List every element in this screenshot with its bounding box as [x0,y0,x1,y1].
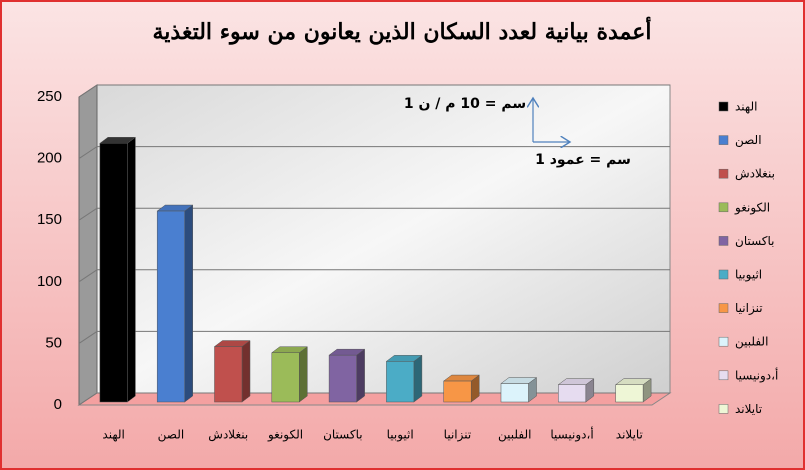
bar [500,383,529,403]
legend-swatch [718,303,729,313]
legend-swatch [718,404,729,414]
x-tick-label: الصن [158,428,185,443]
x-tick-label: بنغلادش [208,428,248,443]
bar-side [299,346,308,403]
y-tick-label: 250 [37,88,62,105]
x-tick-label: باكستان [323,428,363,442]
plot [77,84,672,406]
legend-label: اثيوبيا [735,268,762,283]
bar [156,210,185,403]
legend-label: باكستان [735,234,775,248]
grid-line [78,146,670,160]
legend-label: الفلبين [735,335,768,350]
annotation: 1 سم = 10 م / ن [404,96,526,112]
bar [99,143,128,403]
x-tick-label: الفلبين [498,428,531,443]
grid-line [78,207,670,221]
chart-title: أعمدة بيانية لعدد السكان الذين يعانون من… [153,16,652,45]
legend-swatch [718,135,729,145]
legend-swatch [718,370,729,381]
legend-label: أ،دونيسيا [735,367,778,383]
grid-line [78,269,670,283]
y-tick-label: 50 [45,334,62,351]
legend-label: بنغلادش [735,167,775,182]
bar-side [127,136,136,403]
annotation: 1 سم = عمود [535,152,631,168]
bar [558,384,587,403]
legend-swatch [718,336,729,347]
bar [386,361,415,403]
bar [271,352,300,403]
x-tick-label: الكونغو [267,428,303,443]
bar-side [241,340,251,403]
grid-line [78,330,670,344]
legend-swatch [718,236,729,246]
x-tick-label: اثيوبيا [387,428,414,443]
y-tick-label: 200 [37,150,62,167]
bar-side [356,348,365,403]
grid-line [78,84,670,98]
legend-swatch [718,101,729,112]
legend-label: الصن [735,133,762,148]
y-tick-label: 150 [37,211,62,228]
legend-label: تايلاند [735,402,762,416]
bar [443,380,472,403]
x-tick-label: أ،دونيسيا [550,427,593,443]
y-tick-label: 100 [37,273,62,290]
legend-label: الهند [735,100,757,114]
side-wall [78,84,98,406]
bar [214,346,243,403]
legend-swatch [718,202,729,213]
x-tick-label: تنزانيا [444,428,472,443]
legend-label: تنزانيا [735,301,763,316]
y-tick-label: 0 [54,396,62,413]
legend-label: الكونغو [734,200,770,215]
x-tick-label: تايلاند [616,428,643,442]
legend-swatch [718,168,729,179]
bar [328,354,357,403]
bar-side [413,354,423,403]
legend-swatch [718,269,729,280]
x-tick-label: الهند [102,428,124,442]
bar [615,384,644,403]
bar-side [184,204,193,403]
